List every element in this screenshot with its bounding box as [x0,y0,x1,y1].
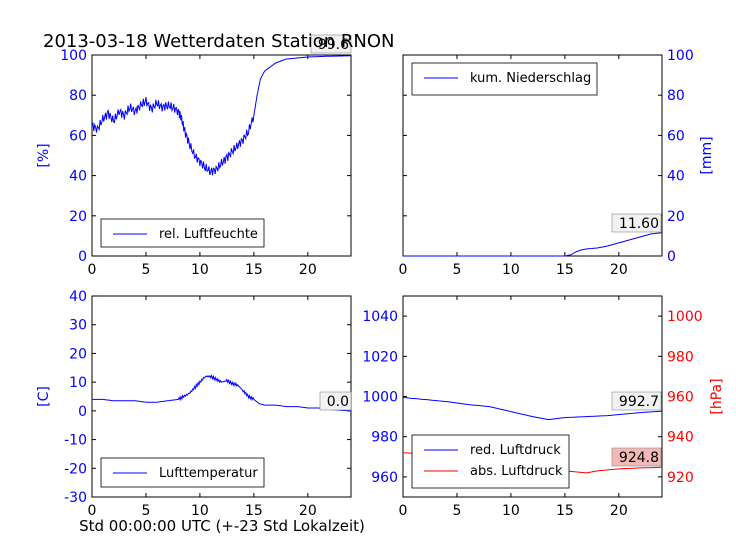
x-tick-label: 10 [191,262,209,278]
series-line-1 [402,397,663,421]
y-tick-label: 40 [667,169,685,185]
y2-tick-label: 920 [667,470,694,486]
value-label-box [611,447,662,467]
x-tick-label: 10 [191,503,209,519]
legend-label: kum. Niederschlag [470,71,591,86]
y-tick-label: 10 [69,375,87,391]
series-line-1 [92,373,352,412]
y-tick-label: 80 [667,88,685,104]
panel-bottom-left: 0 5 10 15 20 -30 -20 -10 0 10 20 30 40 [C] 0.0 Lufttemp… [36,289,352,519]
y-tick-label: 30 [69,318,87,334]
value-label: 99.6 [318,37,349,53]
legend-label: Lufttemperatur [159,466,258,481]
legend-label: abs. Luftdruck [470,464,563,479]
y2-tick-label: 1000 [667,309,703,325]
y-tick-label: 40 [69,289,87,305]
value-label: 11.60 [619,216,659,232]
plot-frame [91,54,352,257]
legend-frame [411,434,570,489]
x-tick-label: 10 [502,262,520,278]
value-label-box [310,34,352,54]
legend: kum. Niederschlag [411,62,598,96]
y-tick-label: 1000 [362,390,398,406]
legend: red. Luftdruck abs. Luftdruck [411,434,570,489]
x-tick-label: 5 [141,262,150,278]
x-tick-label: 15 [245,262,263,278]
x-tick-label: 15 [556,503,574,519]
legend-frame [100,218,265,248]
panel-top-right: 0 5 10 15 20 0 20 40 60 80 100 [mm] 11.60 kum. Nieder… [399,48,715,278]
y-tick-label: 40 [69,169,87,185]
y2-tick-label: 940 [667,430,694,446]
y-tick-label: 100 [667,48,694,64]
y-tick-label: 0 [667,249,676,265]
y-tick-label: 60 [667,128,685,144]
x-tick-label: 20 [610,262,628,278]
y-tick-label: -10 [64,433,87,449]
y2-tick-label: 980 [667,349,694,365]
value-label-box [319,391,352,411]
x-tick-label: 0 [88,262,97,278]
x-tick-label: 5 [452,503,461,519]
y-tick-label: -30 [64,490,87,506]
y-tick-label: 1020 [362,349,398,365]
x-tick-label: 15 [556,262,574,278]
legend-label: red. Luftdruck [470,443,561,458]
x-tick-label: 20 [299,503,317,519]
figure-title: 2013-03-18 Wetterdaten Station RNON [43,31,395,52]
series-line-1 [91,55,351,176]
y-tick-label: 60 [69,128,87,144]
y-axis-label: [mm] [699,136,715,174]
x-tick-label: 20 [610,503,628,519]
x-tick-label: 0 [399,262,408,278]
y-tick-label: 0 [78,404,87,420]
value-label: 924.8 [619,450,659,466]
y-tick-label: 1040 [362,309,398,325]
value-label-box [611,391,662,411]
y-tick-label: 960 [371,470,398,486]
series-line-1 [403,232,663,257]
y2-tick-label: 960 [667,390,694,406]
y-tick-label: 20 [69,209,87,225]
value-label: 992.7 [619,394,659,410]
y-tick-label: 80 [69,88,87,104]
x-tick-label: 10 [502,503,520,519]
y-axis-label: [C] [36,386,52,407]
panel-bottom-right: 0 5 10 15 20 960 980 1000 1020 1040 920 940 960 980 10… [362,295,725,519]
y-tick-label: 100 [60,48,87,64]
y-tick-label: 980 [371,430,398,446]
y-axis-label: [%] [36,143,52,167]
legend: rel. Luftfeuchte [100,218,265,248]
y2-axis-label: [hPa] [709,378,725,414]
legend: Lufttemperatur [100,457,265,488]
x-tick-label: 5 [452,262,461,278]
panel-top-left: 0 5 10 15 20 0 20 40 60 80 100 [%] 99.6 rel. Luftfeuc… [36,34,352,278]
y-tick-label: 20 [667,209,685,225]
x-tick-label: 0 [399,503,408,519]
x-tick-label: 15 [245,503,263,519]
value-label-box [611,213,662,233]
legend-frame [411,62,598,96]
y-tick-label: 0 [78,249,87,265]
x-tick-label: 20 [299,262,317,278]
x-tick-label: 0 [88,503,97,519]
y-tick-label: 20 [69,346,87,362]
y-tick-label: -20 [64,461,87,477]
x-tick-label: 5 [141,503,150,519]
value-label: 0.0 [327,394,349,410]
x-axis-label: Std 00:00:00 UTC (+-23 Std Lokalzeit) [79,517,365,535]
legend-label: rel. Luftfeuchte [159,227,258,242]
